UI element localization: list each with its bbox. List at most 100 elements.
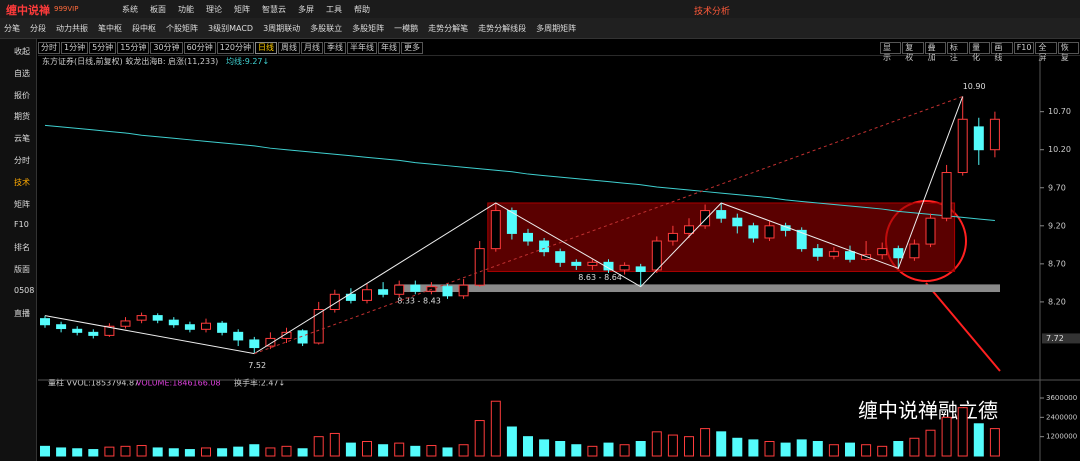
candle-body [378,289,389,295]
tool-button[interactable]: 画线 [991,42,1013,62]
y-tick-label: 9.20 [1048,221,1066,230]
candle-body [845,251,855,260]
candle-body [748,225,759,239]
candle-body [458,284,469,297]
toolbar-item[interactable]: 3周期联动 [263,24,301,33]
volume-bar [877,445,888,457]
candle-body [619,264,630,271]
menu-item[interactable]: 理论 [206,5,222,14]
candle-body [700,210,711,227]
tool-button[interactable]: 量化 [969,42,991,62]
volume-bar [152,447,163,457]
tool-button[interactable]: F10 [1013,42,1035,54]
candle-body [877,248,888,256]
sidebar-item[interactable]: 分时 [14,156,30,165]
tool-button[interactable]: 叠加 [924,42,946,62]
toolbar-item[interactable]: 多周期矩阵 [536,24,577,33]
period-tab[interactable]: 周线 [278,42,301,54]
toolbar-item[interactable]: 多股矩阵 [352,24,385,33]
tool-button[interactable]: 复权 [902,42,924,62]
period-tab[interactable]: 年线 [378,42,401,54]
sidebar-item[interactable]: 报价 [14,90,30,100]
volume-bar [233,446,244,457]
volume-bar [845,442,855,457]
toolbar-item[interactable]: 多股联立 [310,24,343,33]
sidebar-item[interactable]: 技术 [14,177,30,187]
sidebar-item[interactable]: 0508 [14,285,35,295]
volume-bar [329,432,340,457]
period-tab[interactable]: 30分钟 [150,42,183,54]
period-tab[interactable]: 120分钟 [216,42,255,54]
volume-bar [217,448,228,457]
menu-item[interactable]: 功能 [178,5,194,14]
vol-tick-label: 1200000 [1046,433,1077,441]
toolbar-item[interactable]: 分段 [30,24,46,33]
period-tab[interactable]: 月线 [301,42,324,54]
period-tab[interactable]: 5分钟 [89,42,117,54]
period-tab[interactable]: 更多 [401,42,424,54]
sidebar-item[interactable]: F10 [14,220,29,230]
sidebar-item[interactable]: 自选 [14,68,30,78]
volume-bar [72,448,83,457]
candle-body [72,328,83,333]
vol-label: 量柱 VVOL:1853794.87 [48,378,139,388]
period-tab[interactable]: 1分钟 [61,42,89,54]
candle-body [88,331,99,336]
stroke-line [44,96,964,355]
volume-bar [458,444,469,457]
toolbar-item[interactable]: 动力共振 [56,24,88,33]
period-tab[interactable]: 季线 [324,42,347,54]
toolbar-item[interactable]: 笔中枢 [98,24,122,33]
toolbar-item[interactable]: 一模鹅 [394,24,419,33]
tool-button[interactable]: 显示 [880,42,902,62]
vol-label: VOLUME:1846166.08 [136,379,221,388]
volume-bar [587,445,598,457]
candle-body [587,261,598,266]
candle-body [957,118,968,174]
menu-item[interactable]: 矩阵 [234,5,250,14]
menu-item[interactable]: 帮助 [354,5,370,14]
volume-bar [716,431,727,457]
sidebar-item[interactable]: 云笔 [14,134,30,144]
tool-button[interactable]: 标注 [946,42,969,62]
toolbar-item[interactable]: 分笔 [4,24,20,33]
volume-bar [619,444,630,457]
volume-bar [764,441,775,457]
menu-item[interactable]: 板面 [150,5,166,14]
volume-bar [88,449,99,457]
menu-item[interactable]: 多屏 [298,5,314,14]
period-tab[interactable]: 分时 [38,42,60,54]
period-tab[interactable]: 15分钟 [117,42,150,54]
sidebar-item[interactable]: 直播 [14,308,30,318]
period-tab[interactable]: 60分钟 [183,42,216,54]
toolbar-item[interactable]: 3级别MACD [208,24,254,33]
sidebar-item[interactable]: 期货 [14,112,30,122]
toolbar-item[interactable]: 走势分解线段 [478,24,527,33]
sidebar-item[interactable]: 收起 [14,47,30,56]
sidebar-item[interactable]: 矩阵 [14,199,30,209]
volume-bar [201,447,211,457]
sidebar-item[interactable]: 版面 [14,265,30,274]
candle-body [233,331,244,341]
period-tab[interactable]: 半年线 [347,42,378,54]
volume-bar [474,420,485,457]
volume-bar [442,447,453,457]
candle-body [716,210,727,219]
menu-item[interactable]: 智慧云 [262,5,286,14]
sidebar-item[interactable]: 排名 [14,243,30,253]
volume-bar [184,449,195,457]
candle-body [362,289,372,301]
period-tab[interactable]: 日线 [255,42,278,54]
volume-bar [490,400,501,457]
tool-button[interactable]: 全屏 [1035,42,1057,62]
toolbar-item[interactable]: 个股矩阵 [166,24,198,33]
menu-item[interactable]: 工具 [326,5,342,14]
volume-bar [925,429,936,457]
candle-body [667,232,678,242]
tool-button[interactable]: 恢复 [1057,42,1080,62]
menu-item[interactable]: 系统 [122,5,138,14]
toolbar-item[interactable]: 段中枢 [132,24,156,33]
toolbar-item[interactable]: 走势分解笔 [428,24,469,33]
candle-body [136,315,147,321]
volume-bar [394,442,405,457]
